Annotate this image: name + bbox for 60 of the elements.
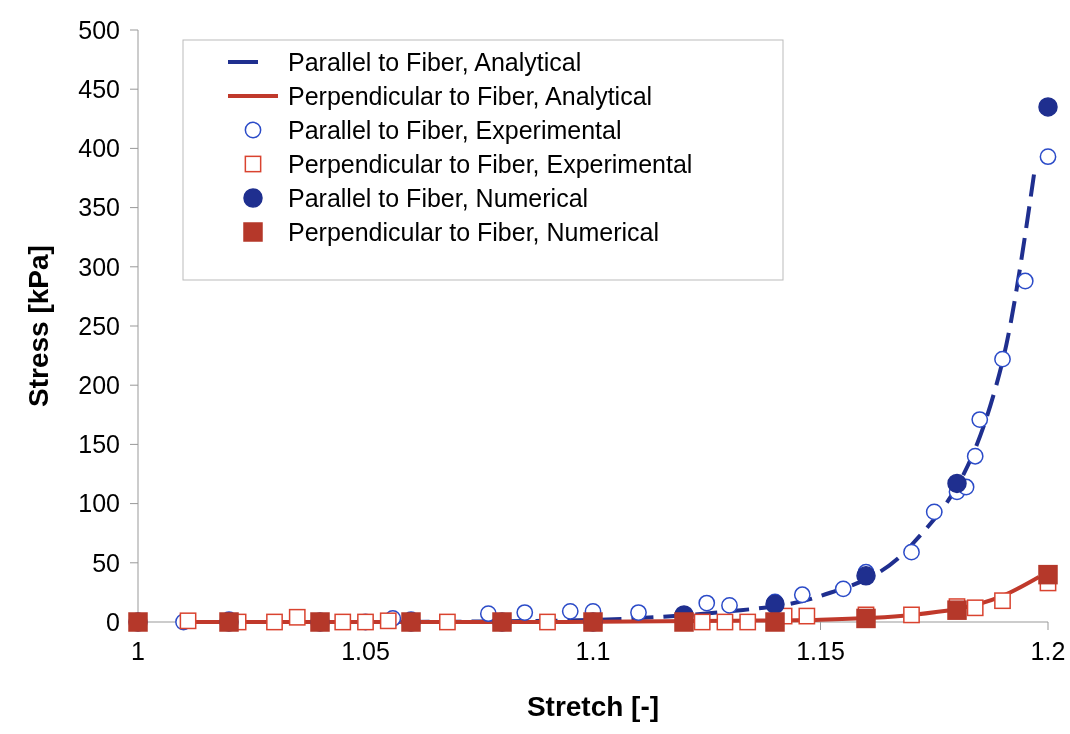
point xyxy=(1038,564,1058,585)
point xyxy=(966,447,984,465)
point xyxy=(1016,272,1034,290)
point xyxy=(516,604,534,621)
x-tick-label: 1.2 xyxy=(1030,637,1066,665)
point xyxy=(716,613,734,631)
point xyxy=(947,473,967,494)
legend-label: Parallel to Fiber, Numerical xyxy=(288,183,589,212)
legend-label: Parallel to Fiber, Analytical xyxy=(288,47,582,76)
y-tick-label: 150 xyxy=(78,430,120,459)
point xyxy=(1038,97,1058,117)
legend-label: Perpendicular to Fiber, Analytical xyxy=(288,81,653,110)
y-tick-label: 200 xyxy=(78,370,120,399)
point xyxy=(798,607,816,625)
legend-label: Perpendicular to Fiber, Experimental xyxy=(288,149,693,178)
point xyxy=(994,350,1011,368)
point xyxy=(856,566,876,586)
y-tick-label: 500 xyxy=(78,15,120,44)
x-axis-title: Stretch [-] xyxy=(526,691,660,722)
point xyxy=(266,613,283,631)
point xyxy=(288,608,306,626)
point xyxy=(561,602,579,620)
point xyxy=(1039,148,1057,166)
y-axis-title: Stress [kPa] xyxy=(23,245,54,407)
point xyxy=(698,594,716,612)
point xyxy=(856,608,876,629)
point xyxy=(971,411,989,428)
point xyxy=(966,599,984,617)
point xyxy=(539,613,556,631)
point xyxy=(674,612,694,632)
legend-label: Perpendicular to Fiber, Numerical xyxy=(288,217,659,246)
x-tick-label: 1 xyxy=(131,637,145,665)
point xyxy=(903,606,920,624)
y-tick-label: 450 xyxy=(78,74,120,103)
point xyxy=(179,612,197,630)
point xyxy=(765,612,785,632)
point xyxy=(793,586,811,604)
point xyxy=(693,613,711,631)
point xyxy=(630,604,647,621)
point xyxy=(947,600,967,620)
y-tick-label: 50 xyxy=(92,548,120,577)
x-tick-label: 1.05 xyxy=(341,637,390,665)
point xyxy=(994,592,1011,610)
point xyxy=(334,613,352,631)
point xyxy=(721,597,738,614)
y-tick-label: 250 xyxy=(78,311,120,340)
y-tick-label: 350 xyxy=(78,193,120,222)
y-tick-label: 0 xyxy=(106,607,120,636)
point xyxy=(739,613,757,631)
x-tick-label: 1.1 xyxy=(575,637,611,665)
y-tick-label: 400 xyxy=(78,134,120,163)
x-tick-label: 1.15 xyxy=(796,637,845,665)
point xyxy=(834,580,852,598)
point xyxy=(903,543,920,561)
legend-label: Parallel to Fiber, Experimental xyxy=(288,115,622,144)
y-tick-label: 100 xyxy=(78,489,120,518)
point xyxy=(925,503,943,521)
point xyxy=(439,613,456,631)
y-tick-label: 300 xyxy=(78,252,120,281)
point xyxy=(379,612,397,630)
